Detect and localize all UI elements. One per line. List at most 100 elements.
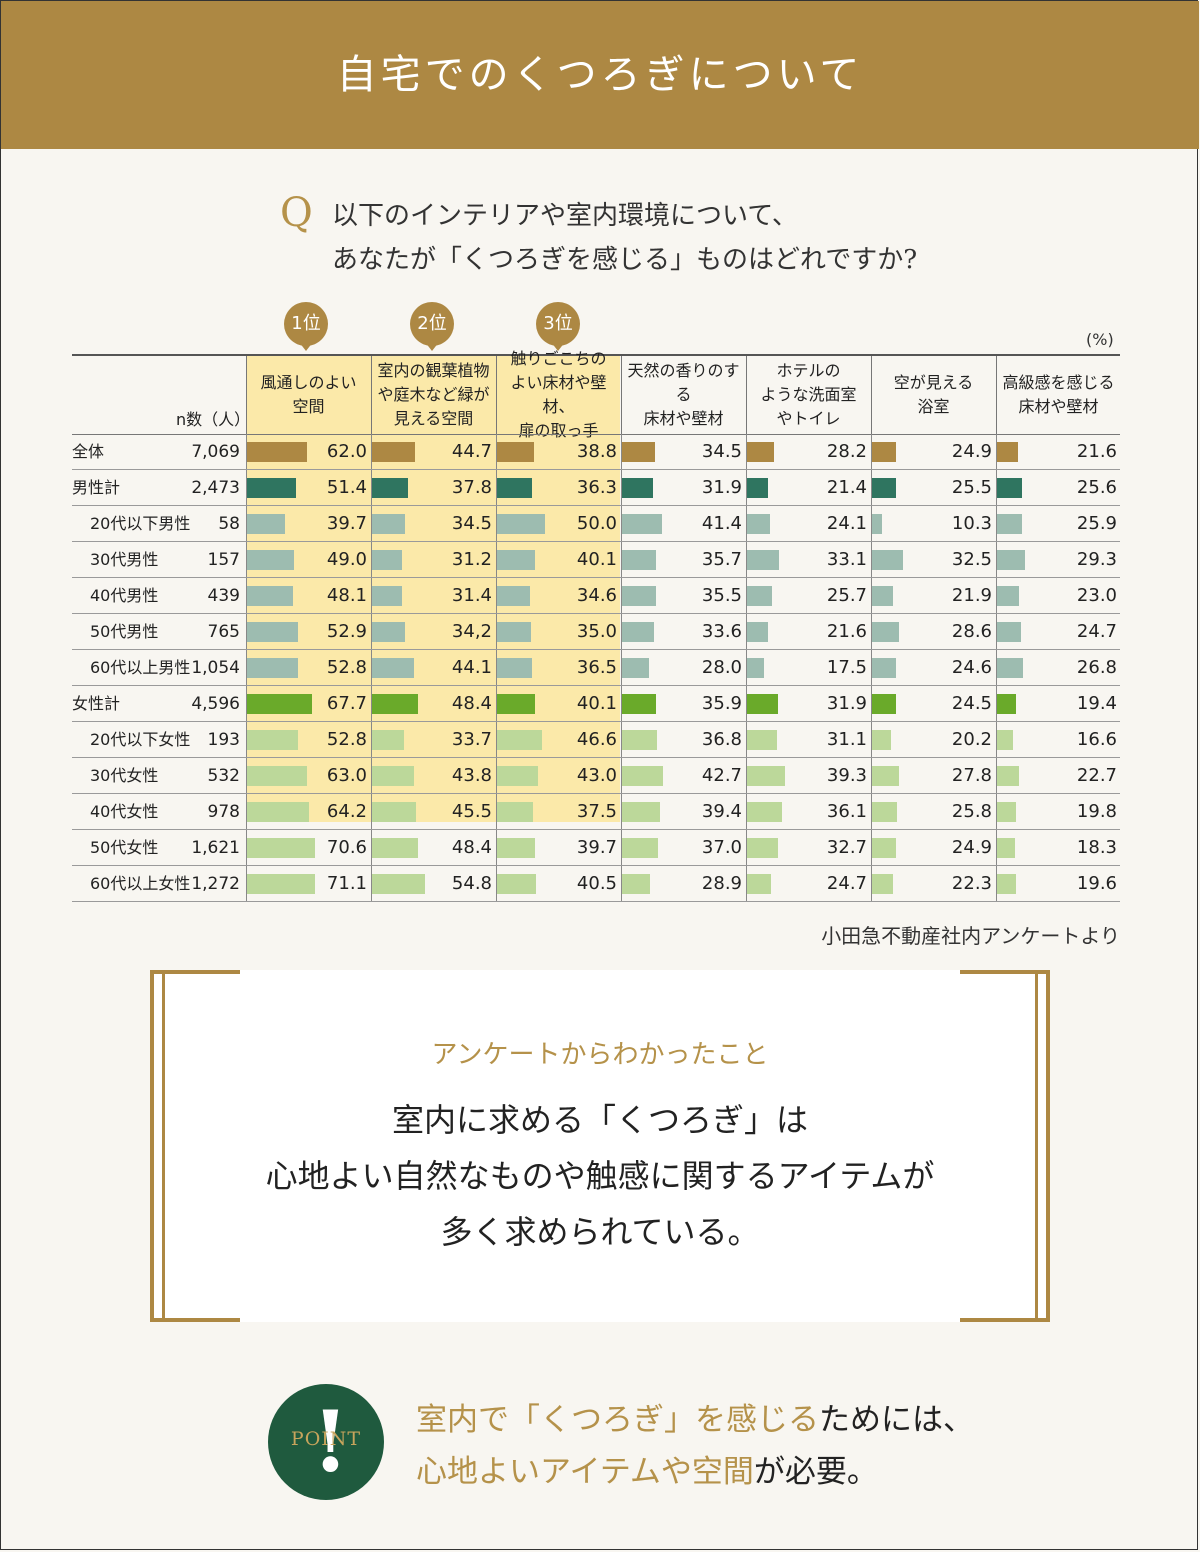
cell-divider	[246, 830, 247, 866]
bar	[247, 838, 315, 858]
data-label: 39.7	[326, 513, 367, 534]
data-label: 21.6	[1076, 441, 1117, 462]
data-label: 42.7	[701, 765, 742, 786]
column-header-line: ような洗面室	[760, 385, 857, 404]
bar	[247, 586, 294, 606]
data-label: 45.5	[451, 801, 492, 822]
bar	[747, 658, 764, 678]
column-divider	[621, 356, 622, 434]
bar	[372, 442, 415, 462]
cell-divider	[996, 470, 997, 506]
bar	[247, 730, 298, 750]
bar	[997, 766, 1019, 786]
bar	[622, 550, 657, 570]
unit-label: (%)	[1086, 330, 1114, 349]
bar	[622, 622, 655, 642]
cell-divider	[621, 794, 622, 830]
data-label: 36.5	[576, 657, 617, 678]
bar	[997, 658, 1023, 678]
data-label: 34.5	[701, 441, 742, 462]
cell-divider	[871, 650, 872, 686]
bar	[997, 730, 1013, 750]
data-label: 24.9	[951, 837, 992, 858]
data-label: 35.7	[701, 549, 742, 570]
data-label: 21.4	[826, 477, 867, 498]
cell-divider	[496, 542, 497, 578]
cell-divider	[246, 434, 247, 470]
cell-divider	[246, 542, 247, 578]
row-ncount: 439	[207, 586, 240, 606]
data-label: 37.8	[451, 477, 492, 498]
bar	[497, 802, 533, 822]
bar	[247, 622, 298, 642]
cell-divider	[496, 866, 497, 902]
row-rule	[72, 721, 1120, 722]
cell-divider	[496, 614, 497, 650]
bar	[997, 550, 1026, 570]
column-header-line: やトイレ	[776, 409, 841, 428]
cell-divider	[871, 722, 872, 758]
cell-divider	[746, 542, 747, 578]
bar	[872, 622, 900, 642]
cell-divider	[371, 506, 372, 542]
cell-divider	[746, 470, 747, 506]
cell-divider	[246, 686, 247, 722]
data-label: 17.5	[826, 657, 867, 678]
data-label: 19.6	[1076, 873, 1117, 894]
bar	[622, 694, 657, 714]
cell-divider	[996, 578, 997, 614]
data-label: 48.1	[326, 585, 367, 606]
column-header-line: 空が見える	[893, 373, 974, 392]
table-row: 男性計 2,473 51.4 37.8 36.3 31.9 21.4 25.5 25.6	[72, 470, 1120, 506]
bar	[372, 766, 415, 786]
column-header-line: 風通しのよい	[260, 373, 357, 392]
cell-divider	[246, 650, 247, 686]
data-label: 36.8	[701, 729, 742, 750]
data-label: 24.1	[826, 513, 867, 534]
data-label: 51.4	[326, 477, 367, 498]
row-label: 50代男性	[90, 622, 159, 641]
data-label: 40.1	[576, 693, 617, 714]
point-line-2: 心地よいアイテムや空間が必要。	[416, 1446, 974, 1498]
cell-divider	[371, 794, 372, 830]
column-header: ホテルの ような洗面室 やトイレ	[746, 356, 871, 434]
cell-divider	[746, 830, 747, 866]
cell-divider	[746, 506, 747, 542]
table-row: 30代女性 532 63.0 43.8 43.0 42.7 39.3 27.8 22.7	[72, 758, 1120, 794]
data-label: 50.0	[576, 513, 617, 534]
question-line-2: あなたが「くつろぎを感じる」ものはどれですか?	[332, 245, 918, 275]
bar	[872, 766, 899, 786]
cell-divider	[246, 758, 247, 794]
bar	[372, 838, 419, 858]
bar	[747, 550, 779, 570]
cell-divider	[746, 578, 747, 614]
cell-divider	[496, 434, 497, 470]
cell-divider	[371, 650, 372, 686]
bar	[747, 442, 775, 462]
row-label: 60代以上男性	[90, 658, 191, 677]
cell-divider	[621, 578, 622, 614]
data-label: 20.2	[951, 729, 992, 750]
data-label: 28.6	[951, 621, 992, 642]
rank-badge-3: 3位	[536, 302, 580, 351]
data-label: 35.9	[701, 693, 742, 714]
data-label: 34.5	[451, 513, 492, 534]
bar	[747, 838, 779, 858]
bar	[997, 694, 1016, 714]
question-line-1: 以下のインテリアや室内環境について、	[332, 201, 798, 231]
point-line-2-rest: が必要。	[753, 1454, 878, 1490]
cell-divider	[871, 866, 872, 902]
bar	[247, 478, 297, 498]
data-label: 40.5	[576, 873, 617, 894]
bar	[372, 658, 415, 678]
bar	[372, 874, 425, 894]
question-text: 以下のインテリアや室内環境について、 あなたが「くつろぎを感じる」ものはどれです…	[332, 194, 917, 282]
column-divider	[496, 356, 497, 434]
data-label: 67.7	[326, 693, 367, 714]
bar	[247, 514, 286, 534]
cell-divider	[496, 830, 497, 866]
cell-divider	[246, 614, 247, 650]
bar	[247, 658, 298, 678]
column-divider	[871, 356, 872, 434]
data-label: 36.3	[576, 477, 617, 498]
